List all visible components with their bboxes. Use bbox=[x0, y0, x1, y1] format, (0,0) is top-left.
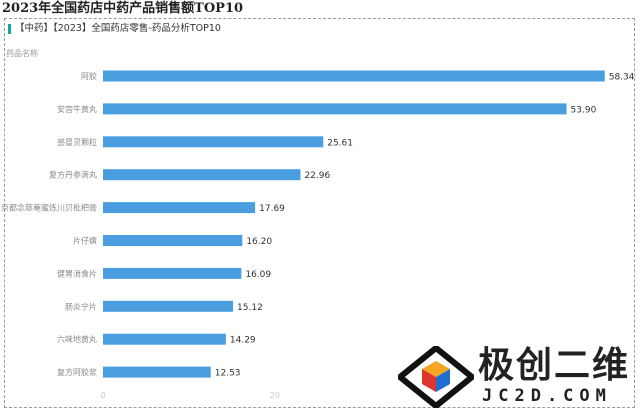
category-label: 六味地黄丸 bbox=[57, 334, 97, 344]
bar bbox=[103, 300, 234, 312]
x-tick-label: 0 bbox=[100, 391, 105, 400]
category-label: 安宫牛黄丸 bbox=[57, 104, 97, 114]
value-label: 58.34 bbox=[609, 73, 635, 83]
chart-title-accent bbox=[8, 24, 11, 34]
chart-title: 【中药】【2023】全国药店零售-药品分析TOP10 bbox=[15, 23, 221, 34]
value-label: 15.12 bbox=[237, 303, 263, 313]
category-label: 复方丹参滴丸 bbox=[49, 170, 97, 180]
logo-url: JC2D.COM bbox=[482, 386, 612, 406]
value-label: 14.29 bbox=[230, 336, 256, 346]
cube-logo-icon bbox=[398, 346, 474, 408]
value-label: 17.69 bbox=[259, 204, 285, 214]
value-label: 22.96 bbox=[304, 171, 330, 181]
category-label: 健胃消食片 bbox=[57, 268, 97, 278]
bar bbox=[103, 267, 242, 279]
value-label: 16.20 bbox=[246, 237, 272, 247]
category-label: 感冒灵颗粒 bbox=[57, 137, 97, 147]
bar bbox=[103, 70, 605, 82]
bar bbox=[103, 136, 324, 148]
bar bbox=[103, 333, 226, 345]
value-label: 12.53 bbox=[215, 369, 241, 379]
logo-text: 极创二维 bbox=[478, 345, 631, 386]
value-label: 25.61 bbox=[327, 138, 353, 148]
category-label: 肠炎宁片 bbox=[65, 301, 97, 311]
category-label: 阿胶 bbox=[81, 71, 97, 81]
category-label: 复方阿胶浆 bbox=[57, 367, 97, 377]
bar bbox=[103, 202, 256, 214]
watermark-logo: 极创二维 JC2D.COM bbox=[398, 346, 634, 408]
chart-frame bbox=[4, 18, 635, 408]
bar bbox=[103, 366, 211, 378]
bar bbox=[103, 235, 243, 246]
bar bbox=[103, 103, 567, 115]
value-label: 53.90 bbox=[571, 105, 597, 115]
x-tick-label: 20 bbox=[270, 391, 280, 400]
category-label: 片仔癀 bbox=[73, 236, 97, 246]
value-label: 16.09 bbox=[245, 270, 271, 280]
bar bbox=[103, 169, 301, 181]
category-label: 京都念慈菴蜜炼川贝枇杷膏 bbox=[1, 203, 97, 213]
page-title: 2023年全国药店中药产品销售额TOP10 bbox=[2, 1, 244, 16]
y-axis-title: 药品名称 bbox=[6, 48, 38, 58]
